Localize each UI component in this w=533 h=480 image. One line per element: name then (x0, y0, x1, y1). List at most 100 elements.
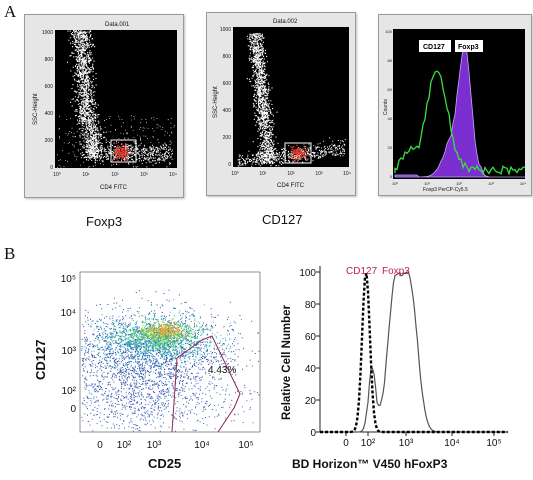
y-tick-label: 60 (388, 87, 393, 92)
x-tick-label: 10² (287, 171, 295, 177)
gate-percentage: 4.43% (208, 365, 236, 376)
x-tick-label: 10⁰ (392, 181, 398, 186)
x-tick-labels: 10⁰ 10¹ 10² 10³ 10⁴ (53, 172, 177, 178)
scatter-dots (57, 30, 175, 168)
y-tick-labels: 1000 800 600 400 200 0 (42, 30, 53, 171)
density-dots (81, 289, 260, 429)
y-tick-label: 20 (388, 145, 393, 150)
y-tick-label: 10⁴ (61, 308, 76, 319)
foxp3-histogram (394, 42, 525, 178)
gated-events (103, 142, 132, 163)
y-tick-label: 600 (45, 84, 54, 90)
y-tick-label: 400 (223, 108, 232, 114)
legend-foxp3-box (455, 40, 483, 52)
x-tick-label: 10⁴ (194, 440, 209, 451)
x-axis-label: CD25 (148, 456, 181, 471)
x-axis-label: CD4 FITC (277, 183, 305, 189)
x-tick-label: 10⁰ (53, 172, 61, 178)
cd127-histogram (394, 70, 526, 176)
density-dots (89, 312, 222, 366)
x-tick-labels: 10⁰ 10¹ 10² 10³ 10⁴ (392, 181, 526, 186)
x-tick-label: 10² (111, 172, 119, 178)
y-tick-label: 80 (388, 58, 393, 63)
y-tick-label: 20 (305, 396, 317, 407)
y-axis-label: Counts (383, 99, 389, 115)
y-tick-label: 0 (228, 162, 231, 168)
scatter-dots (81, 289, 260, 432)
gate-polygon (171, 335, 241, 433)
x-tick-label: 10¹ (424, 181, 430, 186)
panel-label-b: B (4, 244, 16, 263)
y-axis-label: SSC-Height (33, 93, 39, 125)
x-tick-label: 0 (97, 440, 103, 451)
y-tick-label: 0 (310, 428, 316, 439)
gate-label: R1 (125, 145, 133, 151)
x-tick-labels: 0 10² 10³ 10⁴ 10⁵ (97, 440, 253, 451)
legend-cd127: CD127 (423, 44, 445, 51)
y-tick-label: 40 (305, 364, 317, 375)
x-tick-label: 10⁴ (444, 438, 459, 449)
gate-label: R1 (294, 155, 301, 161)
y-tick-label: 10⁵ (61, 274, 76, 285)
x-tick-label: 10¹ (259, 171, 267, 177)
plot-header: Data.002 (273, 19, 298, 25)
cd127-histogram (320, 272, 508, 434)
x-tick-label: 10⁵ (486, 438, 501, 449)
y-tick-label: 200 (223, 135, 232, 141)
histogram-overlay-svg: 100 80 60 40 20 0 10⁰ 10¹ 10² 10³ 10⁴ Counts Foxp… (383, 29, 526, 193)
y-axis-label: SSC-Height (213, 86, 219, 118)
caption-foxp3: Foxp3 (86, 214, 123, 229)
panel-label-a: A (4, 2, 17, 21)
scatter-dots (237, 33, 346, 167)
y-tick-label: 600 (223, 81, 232, 87)
y-tick-label: 1000 (42, 30, 53, 36)
plot-header: Data.001 (105, 22, 130, 28)
legend-foxp3: Foxp3 (458, 44, 479, 51)
x-tick-label: 10³ (147, 440, 162, 451)
legend-cd127: CD127 (346, 266, 378, 277)
y-axis-label: CD127 (33, 340, 48, 380)
histogram-overlay: 100 80 60 40 20 0 10⁰ 10¹ 10² 10³ 10⁴ Counts Foxp… (378, 14, 532, 196)
event-dots (237, 33, 346, 167)
density-dots (132, 315, 203, 348)
caption-cd127: CD127 (262, 212, 303, 227)
y-tick-label: 1000 (220, 27, 231, 33)
legend-foxp3: Foxp3 (382, 266, 410, 277)
x-tick-label: 10⁴ (343, 171, 351, 177)
x-tick-label: 10³ (315, 171, 323, 177)
x-tick-label: 0 (343, 438, 349, 449)
x-axis-label: Foxp3 PerCP-Cy5.5 (423, 187, 468, 193)
axis-ticks (316, 271, 495, 436)
y-tick-label: 100 (299, 268, 316, 279)
gated-dots (288, 143, 310, 163)
foxp3-histogram (320, 271, 508, 433)
y-tick-label: 200 (45, 138, 54, 144)
y-tick-label: 800 (223, 54, 232, 60)
x-tick-label: 10² (117, 440, 132, 451)
y-axis-label: Relative Cell Number (281, 304, 293, 420)
x-tick-labels: 0 10² 10³ 10⁴ 10⁵ (343, 438, 501, 449)
y-tick-labels: 100 80 60 40 20 0 (385, 29, 392, 179)
plot-area (233, 27, 349, 167)
y-tick-labels: 100 80 60 40 20 0 (299, 268, 316, 439)
plot-area (55, 30, 177, 168)
dot-plot-cd127: Data.002 1000 800 600 400 200 0 10⁰ 10¹ 10² 10³ 1… (206, 12, 356, 196)
event-dots (57, 30, 175, 168)
y-tick-labels: 10⁵ 10⁴ 10³ 10² 0 (61, 274, 77, 415)
y-tick-labels: 1000 800 600 400 200 0 (220, 27, 231, 168)
x-axis-label: BD Horizon™ V450 hFoxP3 (292, 457, 448, 471)
y-tick-label: 0 (50, 165, 53, 171)
x-tick-label: 10³ (399, 438, 414, 449)
legend-cd127-box (419, 40, 451, 52)
x-axis-label: CD4 FITC (100, 185, 128, 191)
x-tick-label: 10¹ (82, 172, 90, 178)
x-tick-labels: 10⁰ 10¹ 10² 10³ 10⁴ (231, 171, 351, 177)
gated-dots (103, 142, 132, 163)
y-tick-label: 80 (305, 300, 317, 311)
x-tick-label: 10⁴ (520, 181, 526, 186)
y-tick-label: 40 (388, 116, 393, 121)
x-tick-label: 10² (456, 181, 462, 186)
x-tick-label: 10³ (140, 172, 148, 178)
